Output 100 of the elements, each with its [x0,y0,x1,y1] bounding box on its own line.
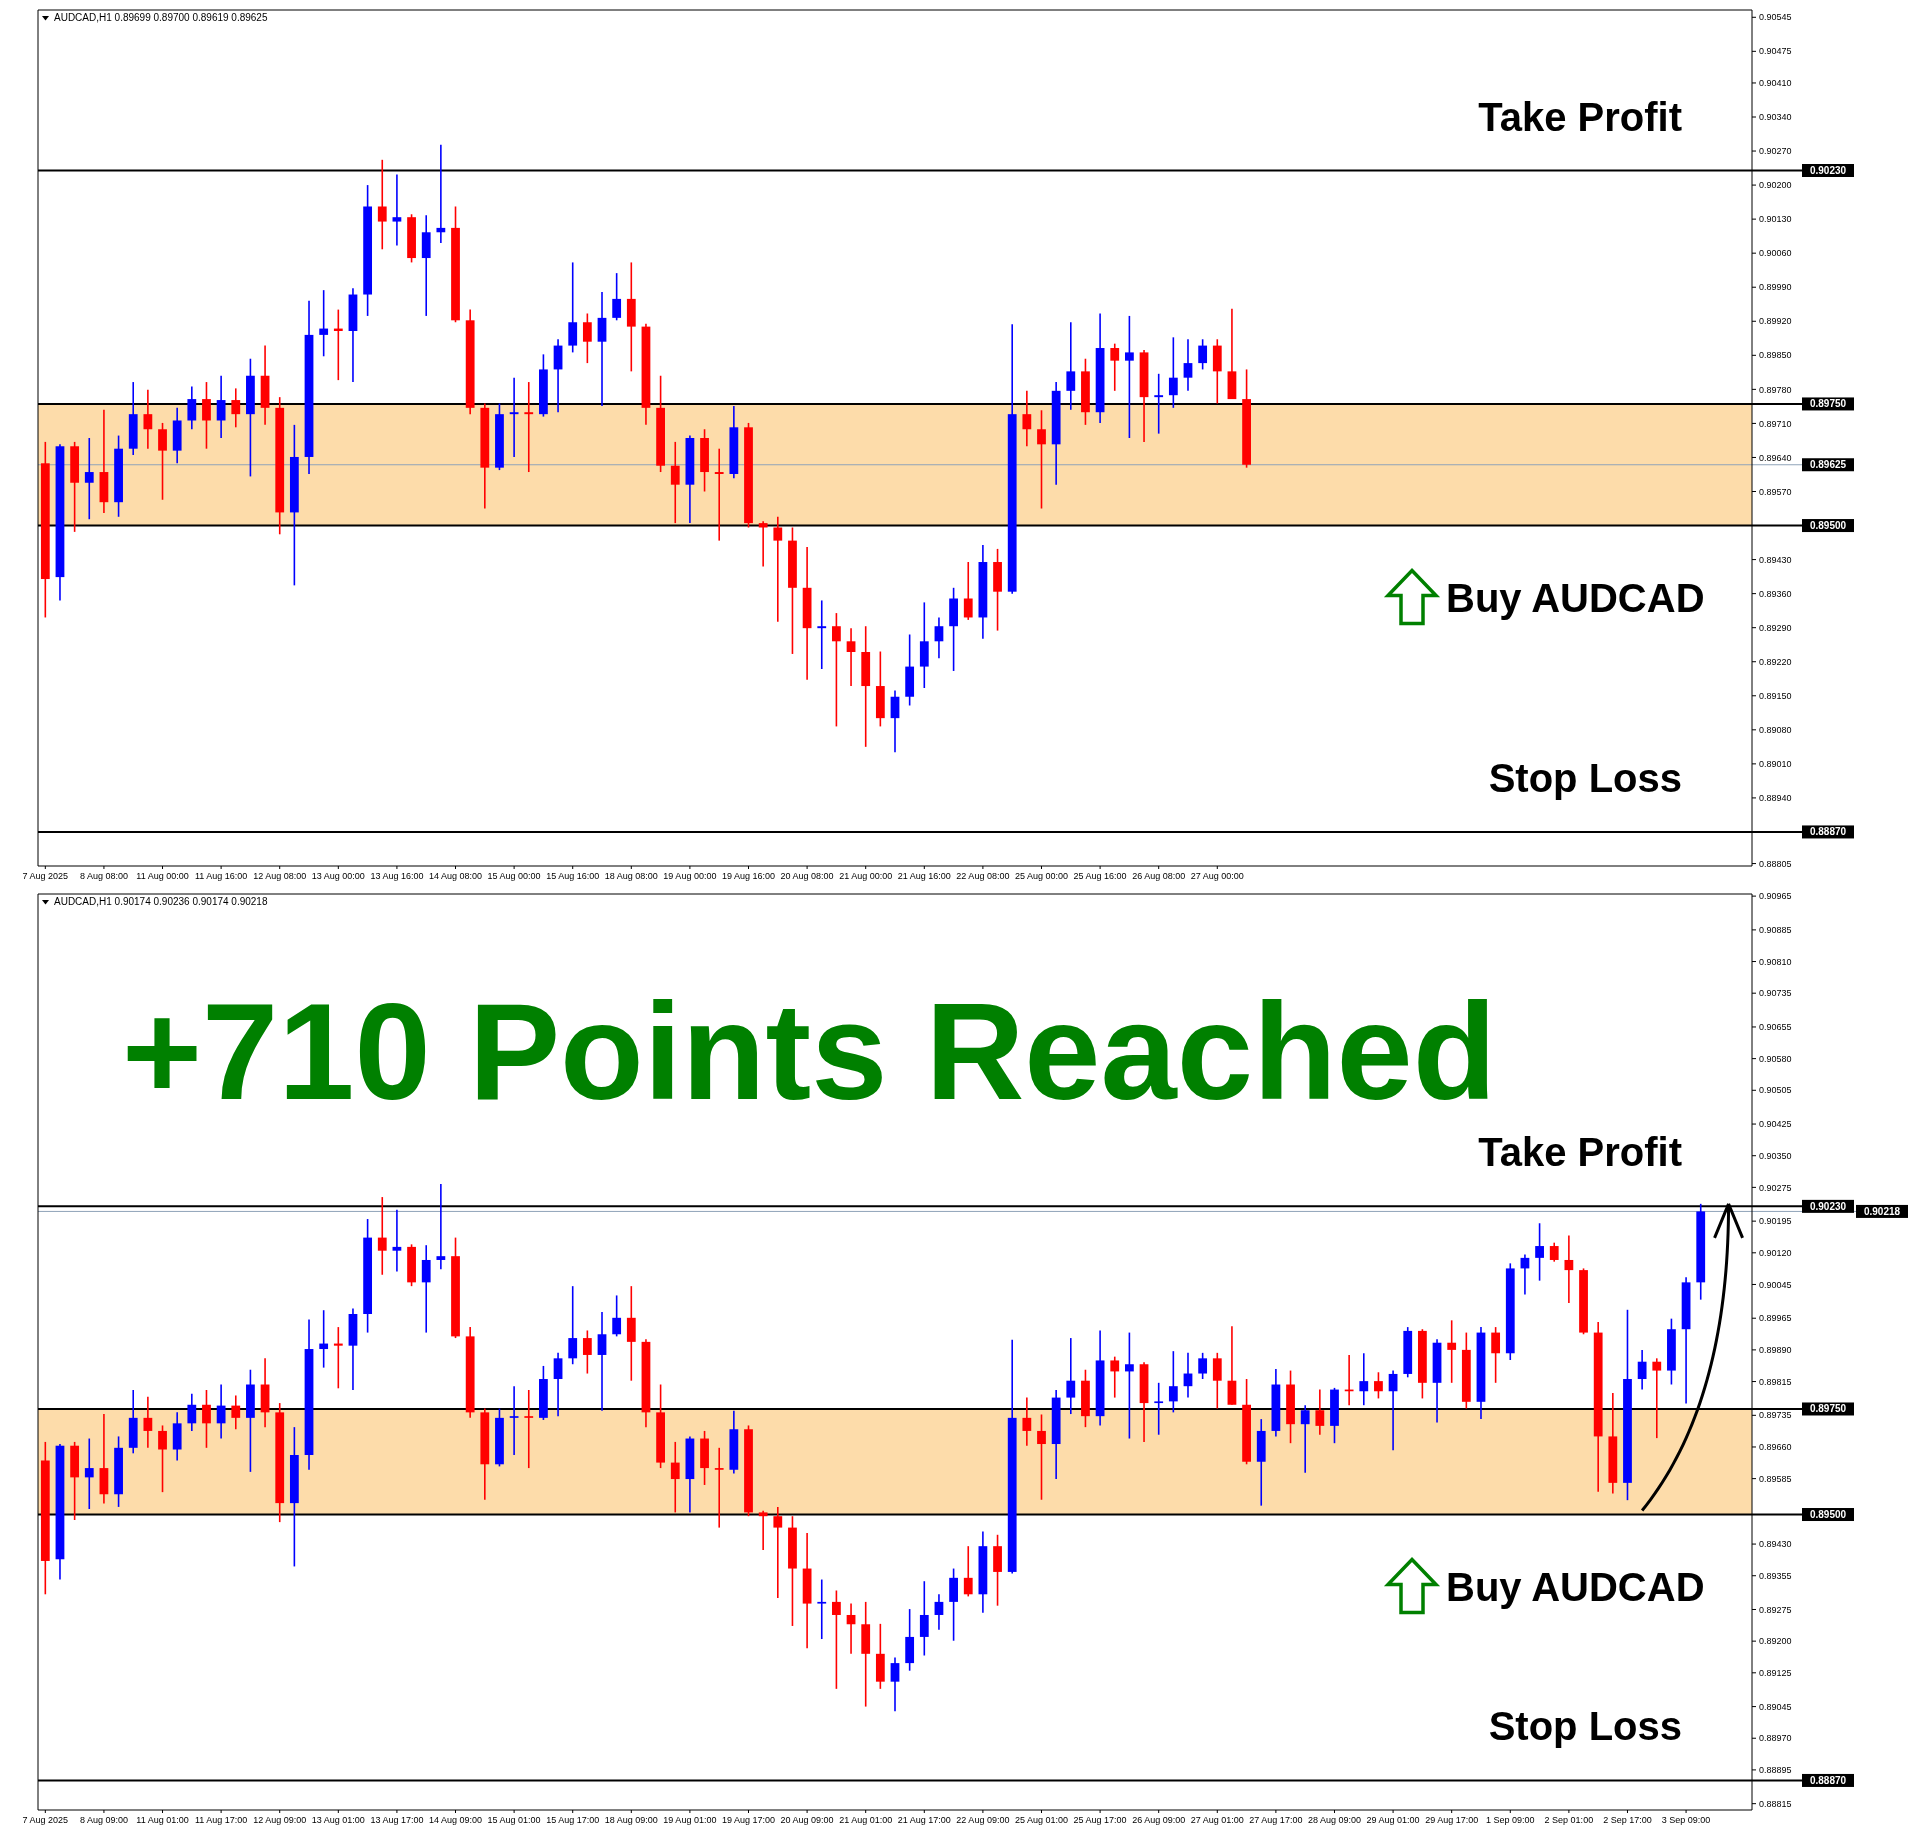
annotation: Take Profit [1478,1130,1682,1175]
x-tick-label: 13 Aug 01:00 [311,1815,365,1825]
candlestick [612,1294,622,1338]
y-tick-label: 0.89965 [1759,1313,1792,1324]
x-tick-label: 27 Aug 00:00 [1190,871,1244,881]
y-tick-label: 0.89890 [1759,1345,1792,1356]
x-tick-label: 29 Aug 01:00 [1366,1815,1420,1825]
candlestick [377,1196,387,1276]
candlestick [1198,338,1208,371]
y-tick-label: 0.90130 [1759,214,1792,225]
ref-line-label: 0.90218 [1863,1205,1901,1217]
y-tick-label: 0.90475 [1759,46,1792,57]
y-tick-label: 0.89275 [1759,1604,1792,1615]
candlestick [1037,409,1046,510]
candlestick [187,1392,197,1432]
x-tick-label: 29 Aug 17:00 [1425,1815,1479,1825]
candlestick [890,1656,900,1713]
candlestick [509,1385,519,1456]
x-tick-label: 28 Aug 09:00 [1307,1815,1362,1825]
y-tick-label: 0.90120 [1759,1247,1792,1258]
candlestick [1491,1326,1501,1384]
candlestick [1154,373,1164,435]
candlestick [231,387,241,429]
candlestick [143,389,153,450]
x-tick-label: 20 Aug 09:00 [780,1815,834,1825]
y-tick-label: 0.90060 [1759,248,1792,259]
x-tick-label: 25 Aug 01:00 [1014,1815,1069,1825]
candlestick [1212,1352,1222,1410]
y-tick-label: 0.89990 [1759,282,1792,293]
annotation: Take Profit [1478,94,1682,139]
candlestick [568,261,578,354]
candlestick [612,272,622,322]
y-tick-label: 0.88940 [1759,793,1792,804]
y-tick-label: 0.89430 [1759,554,1792,565]
y-tick-label: 0.88815 [1759,1798,1792,1809]
y-tick-label: 0.90425 [1759,1119,1792,1130]
y-tick-label: 0.90045 [1759,1279,1792,1290]
y-tick-label: 0.90885 [1759,925,1792,936]
y-tick-label: 0.90410 [1759,78,1792,89]
y-tick-label: 0.89735 [1759,1410,1792,1421]
candlestick [1564,1234,1574,1304]
x-tick-label: 8 Aug 09:00 [79,1815,128,1825]
y-tick-label: 0.90655 [1759,1022,1792,1033]
candlestick [216,374,226,439]
candlestick [963,561,973,621]
x-tick-label: 14 Aug 08:00 [428,871,483,881]
candlestick [817,599,827,670]
x-tick-label: 2 Sep 17:00 [1603,1815,1652,1825]
y-tick-label: 0.90270 [1759,146,1792,157]
y-tick-label: 0.89850 [1759,350,1792,361]
x-tick-label: 19 Aug 01:00 [663,1815,717,1825]
candlestick [1315,1388,1325,1436]
y-tick-label: 0.89585 [1759,1473,1792,1484]
candlestick [934,616,944,660]
x-tick-label: 2 Sep 01:00 [1544,1815,1594,1825]
y-tick-label: 0.89045 [1759,1701,1792,1712]
candlestick [963,1545,973,1598]
x-tick-label: 3 Sep 09:00 [1661,1815,1711,1825]
candlestick [1447,1319,1457,1384]
x-tick-label: 19 Aug 16:00 [721,871,776,881]
candlestick [773,515,783,623]
x-tick-label: 13 Aug 17:00 [370,1815,424,1825]
candlestick [1022,1396,1032,1447]
candlestick [1066,1337,1076,1415]
candlestick [1637,1349,1647,1391]
candlestick [714,447,724,542]
x-tick-label: 12 Aug 09:00 [253,1815,307,1825]
y-tick-label: 0.89010 [1759,759,1792,770]
y-tick-label: 0.89920 [1759,316,1792,327]
candlestick [333,1326,343,1390]
x-tick-label: 21 Aug 17:00 [897,1815,951,1825]
y-tick-label: 0.90965 [1759,891,1792,902]
candlestick [319,1309,329,1369]
y-tick-label: 0.90195 [1759,1216,1792,1227]
x-tick-label: 7 Aug 2025 [22,871,69,881]
candlestick [758,520,768,568]
x-tick-label: 21 Aug 01:00 [839,1815,893,1825]
y-tick-label: 0.89355 [1759,1570,1792,1581]
x-tick-label: 1 Sep 09:00 [1486,1815,1535,1825]
x-tick-label: 27 Aug 17:00 [1249,1815,1303,1825]
x-tick-label: 11 Aug 17:00 [194,1815,248,1825]
ref-line-label: 0.88870 [1809,826,1847,838]
x-tick-label: 26 Aug 08:00 [1132,871,1186,881]
ref-line-label: 0.89750 [1809,398,1847,410]
candlestick [1037,1413,1046,1501]
y-tick-label: 0.89570 [1759,486,1792,497]
ref-line-label: 0.89750 [1809,1403,1847,1415]
candlestick [1374,1371,1383,1400]
candlestick [670,441,680,524]
band-label: Buy AUDCAD [1446,1564,1705,1609]
candlestick [1168,336,1178,409]
y-tick-label: 0.89080 [1759,724,1792,735]
candlestick [392,1208,402,1273]
candlestick [670,1441,680,1514]
x-tick-label: 8 Aug 08:00 [79,871,128,881]
y-tick-label: 0.89640 [1759,452,1792,463]
x-tick-label: 21 Aug 00:00 [839,871,893,881]
candlestick [1183,338,1193,392]
x-tick-label: 22 Aug 08:00 [956,871,1010,881]
candlestick [1110,342,1120,392]
